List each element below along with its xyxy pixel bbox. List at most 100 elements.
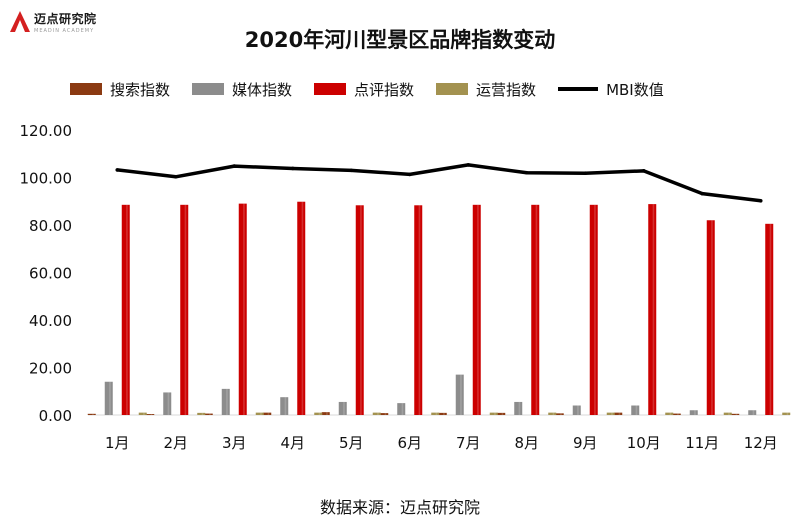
- bar-1-2: [221, 388, 230, 415]
- bar-1-7: [514, 401, 523, 415]
- legend-label-review: 点评指数: [354, 80, 415, 99]
- x-tick-label: 7月: [456, 434, 481, 452]
- bar-highlight-3-0: [143, 412, 145, 415]
- bar-1-5: [397, 403, 406, 415]
- bar-highlight-0-6: [443, 412, 445, 415]
- bar-highlight-2-11: [769, 223, 772, 415]
- bar-1-11: [748, 410, 757, 415]
- y-tick-label: 60.00: [29, 265, 72, 283]
- y-tick-label: 40.00: [29, 312, 72, 330]
- bar-0-9: [614, 412, 623, 415]
- line-point-4-7: [524, 170, 529, 175]
- legend-item-search: 搜索指数: [70, 79, 170, 100]
- bar-2-10: [706, 220, 715, 415]
- bar-2-8: [589, 204, 598, 415]
- bar-highlight-3-2: [260, 412, 262, 415]
- bar-1-6: [455, 374, 464, 415]
- bar-highlight-0-4: [326, 412, 328, 415]
- x-tick-label: 3月: [222, 434, 247, 452]
- bar-2-7: [531, 204, 540, 415]
- bar-2-0: [121, 204, 130, 415]
- line-series-4: [117, 163, 761, 203]
- bar-2-4: [355, 205, 364, 415]
- brand-logo: 迈点研究院 MEADIN ACADEMY: [8, 6, 118, 40]
- logo-icon: [10, 11, 30, 32]
- bar-1-10: [689, 410, 698, 415]
- bar-3-1: [197, 412, 206, 415]
- bar-highlight-1-4: [343, 401, 345, 415]
- bar-2-11: [765, 223, 774, 415]
- x-tick-label: 6月: [397, 434, 422, 452]
- bar-3-8: [606, 412, 615, 415]
- bar-0-3: [263, 412, 272, 415]
- bar-0-6: [438, 412, 447, 415]
- legend-swatch-review: [314, 83, 347, 95]
- y-tick-label: 20.00: [29, 360, 72, 378]
- bar-highlight-0-8: [560, 413, 562, 415]
- bar-highlight-2-1: [184, 204, 187, 415]
- bar-highlight-0-5: [384, 413, 387, 415]
- bar-highlight-3-9: [669, 412, 672, 415]
- bar-highlight-1-7: [518, 401, 521, 415]
- bar-0-7: [497, 412, 506, 415]
- line-point-4-10: [700, 191, 705, 196]
- bar-highlight-2-2: [243, 203, 245, 415]
- legend-swatch-operation: [436, 83, 469, 95]
- x-tick-label: 10月: [627, 434, 661, 452]
- bar-highlight-3-1: [201, 412, 204, 415]
- bar-1-3: [280, 397, 289, 415]
- logo-name: 迈点研究院: [34, 12, 97, 26]
- bar-3-4: [372, 412, 381, 415]
- bar-highlight-3-6: [494, 412, 496, 415]
- line-point-4-8: [583, 171, 588, 176]
- bar-highlight-1-11: [752, 410, 755, 415]
- x-tick-label: 1月: [105, 434, 130, 452]
- x-tick-label: 9月: [573, 434, 598, 452]
- bar-3-9: [665, 412, 674, 415]
- bar-0-8: [555, 413, 564, 415]
- bar-highlight-1-0: [109, 381, 111, 415]
- bar-2-6: [472, 204, 481, 415]
- legend-item-media: 媒体指数: [192, 79, 292, 100]
- legend-line-mbi: [558, 87, 599, 91]
- bar-highlight-1-9: [635, 405, 638, 415]
- bar-highlight-1-5: [401, 403, 404, 415]
- legend-swatch-search: [70, 83, 102, 95]
- bar-3-7: [548, 412, 557, 415]
- bar-highlight-2-4: [360, 205, 362, 415]
- bar-2-2: [238, 203, 247, 415]
- x-tick-label: 2月: [163, 434, 188, 452]
- bar-highlight-0-1: [150, 414, 153, 415]
- x-tick-label: 8月: [514, 434, 539, 452]
- logo-tagline: MEADIN ACADEMY: [34, 28, 95, 34]
- bar-highlight-2-7: [535, 204, 538, 415]
- bar-highlight-2-8: [594, 204, 596, 415]
- bar-highlight-2-3: [301, 201, 304, 415]
- bar-highlight-1-3: [284, 397, 287, 415]
- legend-label-search: 搜索指数: [110, 80, 171, 99]
- bar-highlight-0-0: [92, 413, 94, 415]
- legend-label-operation: 运营指数: [476, 80, 537, 99]
- x-tick-label: 4月: [280, 434, 305, 452]
- bar-2-1: [180, 204, 189, 415]
- bar-highlight-0-7: [501, 412, 504, 415]
- bar-3-2: [255, 412, 264, 415]
- line-point-4-5: [407, 172, 412, 177]
- legend-label-mbi: MBI数值: [606, 80, 664, 99]
- bar-0-11: [731, 413, 740, 415]
- bar-3-3: [314, 412, 323, 415]
- bar-highlight-3-7: [552, 412, 555, 415]
- bar-highlight-0-11: [735, 413, 738, 415]
- line-point-4-9: [641, 169, 646, 173]
- line-point-4-3: [290, 166, 295, 171]
- bar-highlight-3-10: [728, 412, 730, 415]
- line-point-4-2: [232, 164, 237, 168]
- bar-highlight-2-0: [126, 204, 128, 415]
- bar-1-8: [572, 405, 581, 415]
- legend-item-mbi: MBI数值: [558, 79, 664, 100]
- data-source: 数据来源：迈点研究院: [319, 498, 480, 517]
- bar-highlight-0-3: [267, 412, 270, 415]
- bar-highlight-1-2: [226, 388, 228, 415]
- bar-highlight-0-2: [209, 413, 211, 415]
